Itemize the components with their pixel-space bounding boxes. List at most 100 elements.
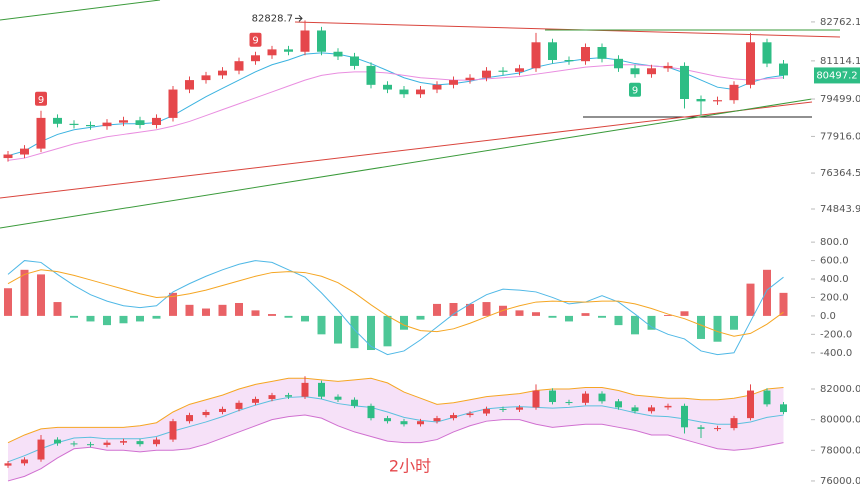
candle-body <box>185 80 194 90</box>
macd-bar <box>334 315 342 344</box>
candle-body <box>597 47 607 59</box>
candle-body <box>284 49 293 52</box>
candle-body <box>729 84 739 101</box>
candle-body <box>697 427 705 429</box>
signal-label: 9 <box>38 95 44 106</box>
candle-body <box>119 120 128 123</box>
candle-body <box>136 441 144 445</box>
candle-body <box>300 30 310 52</box>
indicator-line <box>7 414 784 482</box>
macd-bar <box>383 315 392 347</box>
candle-body <box>498 70 508 72</box>
indicator-line <box>7 396 784 463</box>
candle-body <box>416 89 425 95</box>
macd-bar <box>697 315 705 339</box>
candle-body <box>499 408 507 410</box>
trendline <box>0 101 813 199</box>
candle-body <box>87 444 94 446</box>
macd-bar <box>548 315 557 318</box>
candle-body <box>21 459 28 464</box>
candle-body <box>449 80 458 85</box>
candle-body <box>3 154 13 159</box>
indicator-line <box>7 269 784 337</box>
candle-body <box>383 84 392 90</box>
macd-bar <box>631 315 639 335</box>
candle-body <box>37 439 45 460</box>
signal-label: 9 <box>252 36 258 47</box>
candle-body <box>779 63 788 76</box>
macd-bar <box>218 304 227 316</box>
y-tick-label: 200.0 <box>820 292 849 303</box>
candle-body <box>152 117 161 125</box>
y-tick-label: 80000.0 <box>820 415 860 426</box>
period-label: 2小时 <box>389 457 431 476</box>
candle-body <box>301 382 309 397</box>
candle-body <box>351 399 358 406</box>
macd-bar <box>169 292 177 316</box>
candle-body <box>168 89 178 118</box>
candle-body <box>53 117 62 124</box>
candle-body <box>400 421 408 425</box>
signal-marker <box>629 82 641 97</box>
y-tick-label: 82000.0 <box>820 384 860 395</box>
macd-bar <box>680 311 689 316</box>
candle-body <box>186 415 193 422</box>
candle-body <box>54 439 61 444</box>
candle-body <box>747 390 754 419</box>
macd-bar <box>367 315 375 351</box>
candle-body <box>615 401 622 408</box>
y-tick-label: 400.0 <box>820 274 849 285</box>
candle-body <box>252 398 259 403</box>
candle-body <box>614 58 623 69</box>
candle-body <box>36 117 46 149</box>
candle-body <box>696 98 706 102</box>
candle-body <box>631 407 639 412</box>
candle-body <box>399 89 409 95</box>
candle-body <box>531 42 541 69</box>
macd-bar <box>350 315 359 349</box>
y-tick-label: -200.0 <box>820 329 852 340</box>
candle-body <box>581 47 590 62</box>
signal-marker <box>249 32 262 47</box>
macd-bar <box>284 315 293 318</box>
macd-bar <box>251 310 260 316</box>
macd-bar <box>581 313 590 316</box>
macd-bar <box>532 312 540 316</box>
candle-body <box>582 393 589 403</box>
macd-bar <box>70 315 78 318</box>
y-tick-label: 76364.5 <box>820 168 860 179</box>
candle-body <box>763 390 771 405</box>
macd-bar <box>400 315 408 330</box>
macd-bar <box>301 315 309 322</box>
macd-bar <box>746 283 755 316</box>
candle-body <box>647 68 656 75</box>
macd-bar <box>4 288 12 316</box>
macd-bar <box>268 314 276 316</box>
last-price-label: 80497.2 <box>816 70 857 81</box>
candle-body <box>367 405 375 419</box>
candle-body <box>334 396 342 400</box>
y-tick-label: 600.0 <box>820 256 849 267</box>
macd-bar <box>614 315 623 326</box>
band-fill <box>8 378 784 481</box>
last-price-box <box>814 67 860 84</box>
candle-body <box>384 418 391 422</box>
trendline <box>0 0 161 21</box>
candle-body <box>350 56 359 66</box>
macd-bar <box>53 302 62 316</box>
candle-body <box>135 120 145 125</box>
candle-body <box>516 407 523 410</box>
macd-bar <box>152 315 161 319</box>
y-tick-label: 76000.0 <box>820 476 860 487</box>
signal-label: 9 <box>632 86 638 97</box>
candle-body <box>565 402 573 404</box>
candle-body <box>219 408 226 412</box>
macd-bar <box>317 315 326 335</box>
macd-bar <box>482 302 491 316</box>
candle-body <box>780 404 787 413</box>
candle-body <box>630 68 640 75</box>
candle-body <box>202 411 210 416</box>
candle-body <box>564 60 574 62</box>
candle-body <box>417 421 424 425</box>
candle-body <box>433 418 441 422</box>
